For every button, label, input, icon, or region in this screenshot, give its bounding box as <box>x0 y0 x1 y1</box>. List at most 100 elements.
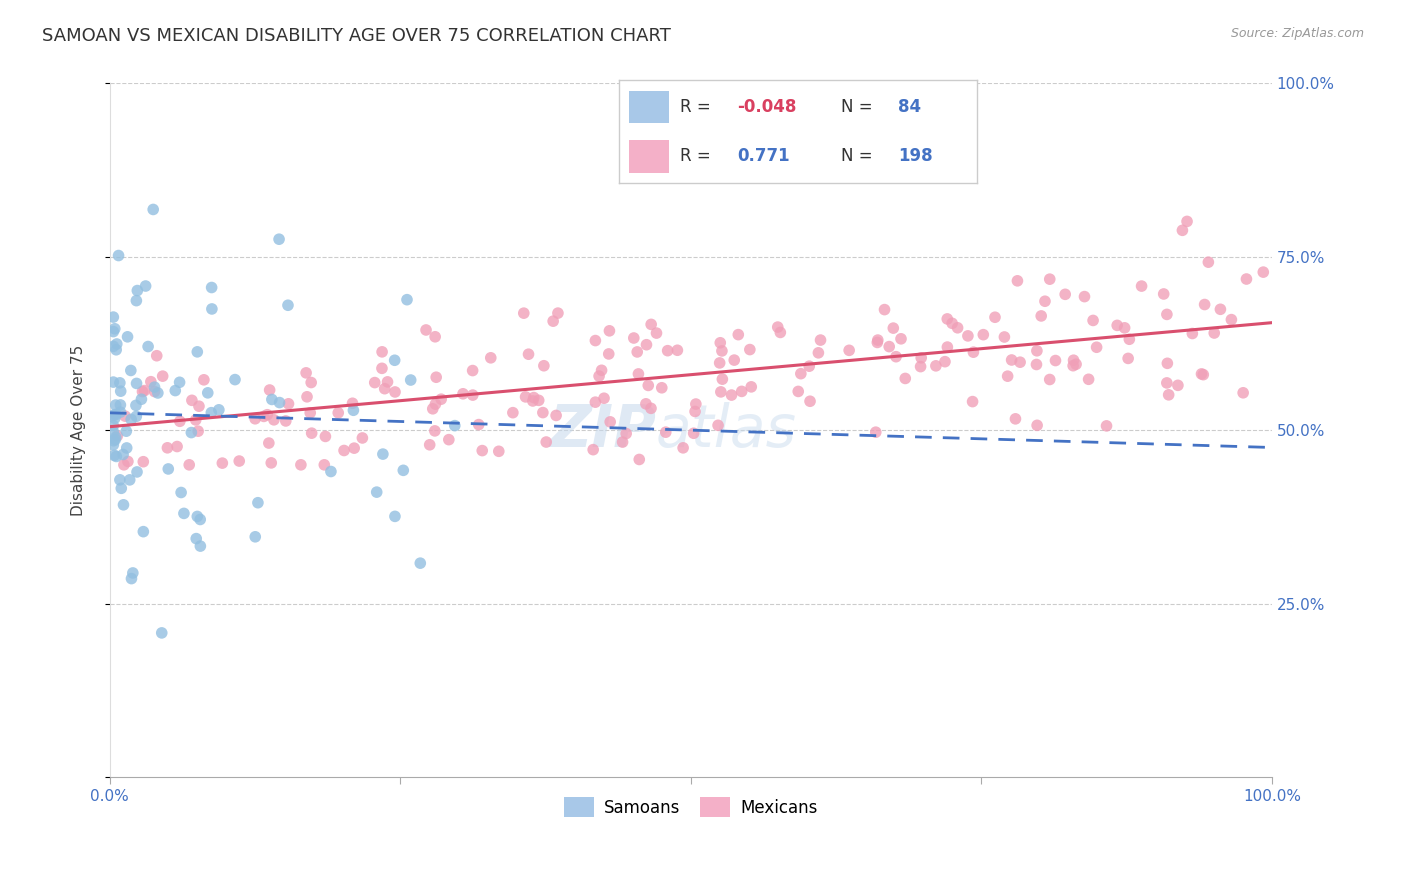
Point <box>103 449 125 463</box>
Point <box>169 414 191 428</box>
Point <box>156 441 179 455</box>
Point <box>936 312 959 326</box>
Point <box>882 321 904 335</box>
Point <box>993 330 1015 344</box>
Point <box>612 435 634 450</box>
Point <box>366 485 388 500</box>
Point <box>132 524 155 539</box>
Point <box>274 414 297 428</box>
Point <box>290 458 312 472</box>
Point <box>1026 418 1049 433</box>
Point <box>211 456 233 470</box>
Point <box>260 392 283 407</box>
Point <box>187 424 209 438</box>
Point <box>352 431 374 445</box>
Point <box>105 429 128 443</box>
Text: 198: 198 <box>898 147 934 165</box>
Point <box>873 302 896 317</box>
Point <box>188 399 211 413</box>
Point <box>962 394 984 409</box>
Point <box>727 327 749 342</box>
Point <box>513 306 536 320</box>
Point <box>127 284 149 298</box>
Point <box>295 390 318 404</box>
Point <box>103 418 125 433</box>
Point <box>799 394 821 409</box>
Point <box>1171 223 1194 237</box>
Point <box>1220 312 1243 326</box>
Point <box>1025 343 1047 358</box>
Point <box>877 340 900 354</box>
Point <box>865 425 887 440</box>
Point <box>117 330 139 344</box>
Point <box>277 298 299 312</box>
Text: R =: R = <box>679 98 710 116</box>
Point <box>1167 378 1189 392</box>
Point <box>657 343 679 358</box>
Legend: Samoans, Mexicans: Samoans, Mexicans <box>557 790 824 824</box>
Point <box>257 436 280 450</box>
Point <box>627 367 650 381</box>
Point <box>364 376 387 390</box>
Point <box>125 398 148 412</box>
Point <box>685 397 707 411</box>
Point <box>623 331 645 345</box>
Point <box>201 301 224 316</box>
Point <box>515 390 537 404</box>
Point <box>246 496 269 510</box>
Point <box>371 361 394 376</box>
Point <box>314 429 336 443</box>
Point <box>711 372 734 386</box>
Point <box>628 452 651 467</box>
Point <box>259 383 281 397</box>
Point <box>314 458 336 472</box>
Point <box>157 462 180 476</box>
Point <box>118 473 141 487</box>
Point <box>1209 302 1232 317</box>
Point <box>245 530 267 544</box>
Point <box>110 481 132 495</box>
Point <box>267 232 290 246</box>
Point <box>1039 272 1062 286</box>
Point <box>637 378 659 392</box>
Point <box>941 316 963 330</box>
Point <box>104 411 127 425</box>
Point <box>1181 326 1204 341</box>
Point <box>461 363 484 377</box>
Point <box>105 343 128 357</box>
Text: N =: N = <box>841 98 873 116</box>
Point <box>342 396 364 410</box>
Text: 84: 84 <box>898 98 921 116</box>
Point <box>1007 274 1029 288</box>
Point <box>392 463 415 477</box>
Point <box>103 310 125 324</box>
Point <box>103 434 125 448</box>
Point <box>131 392 153 407</box>
Point <box>533 359 555 373</box>
Point <box>1156 307 1178 321</box>
Point <box>1118 332 1140 346</box>
Point <box>415 323 437 337</box>
Point <box>190 539 212 553</box>
Point <box>256 408 278 422</box>
Point <box>103 408 125 422</box>
Point <box>179 458 201 472</box>
Point <box>117 454 139 468</box>
Point <box>1156 376 1178 390</box>
Point <box>112 458 135 472</box>
Point <box>152 369 174 384</box>
Y-axis label: Disability Age Over 75: Disability Age Over 75 <box>72 344 86 516</box>
Point <box>866 335 889 350</box>
Point <box>956 329 979 343</box>
Point <box>1175 214 1198 228</box>
Point <box>103 339 125 353</box>
Point <box>1157 388 1180 402</box>
Point <box>319 465 342 479</box>
Point <box>200 406 222 420</box>
Text: atlas: atlas <box>657 401 797 458</box>
Point <box>1073 290 1095 304</box>
Point <box>645 326 668 340</box>
Point <box>173 507 195 521</box>
Point <box>884 350 907 364</box>
Point <box>1039 372 1062 386</box>
